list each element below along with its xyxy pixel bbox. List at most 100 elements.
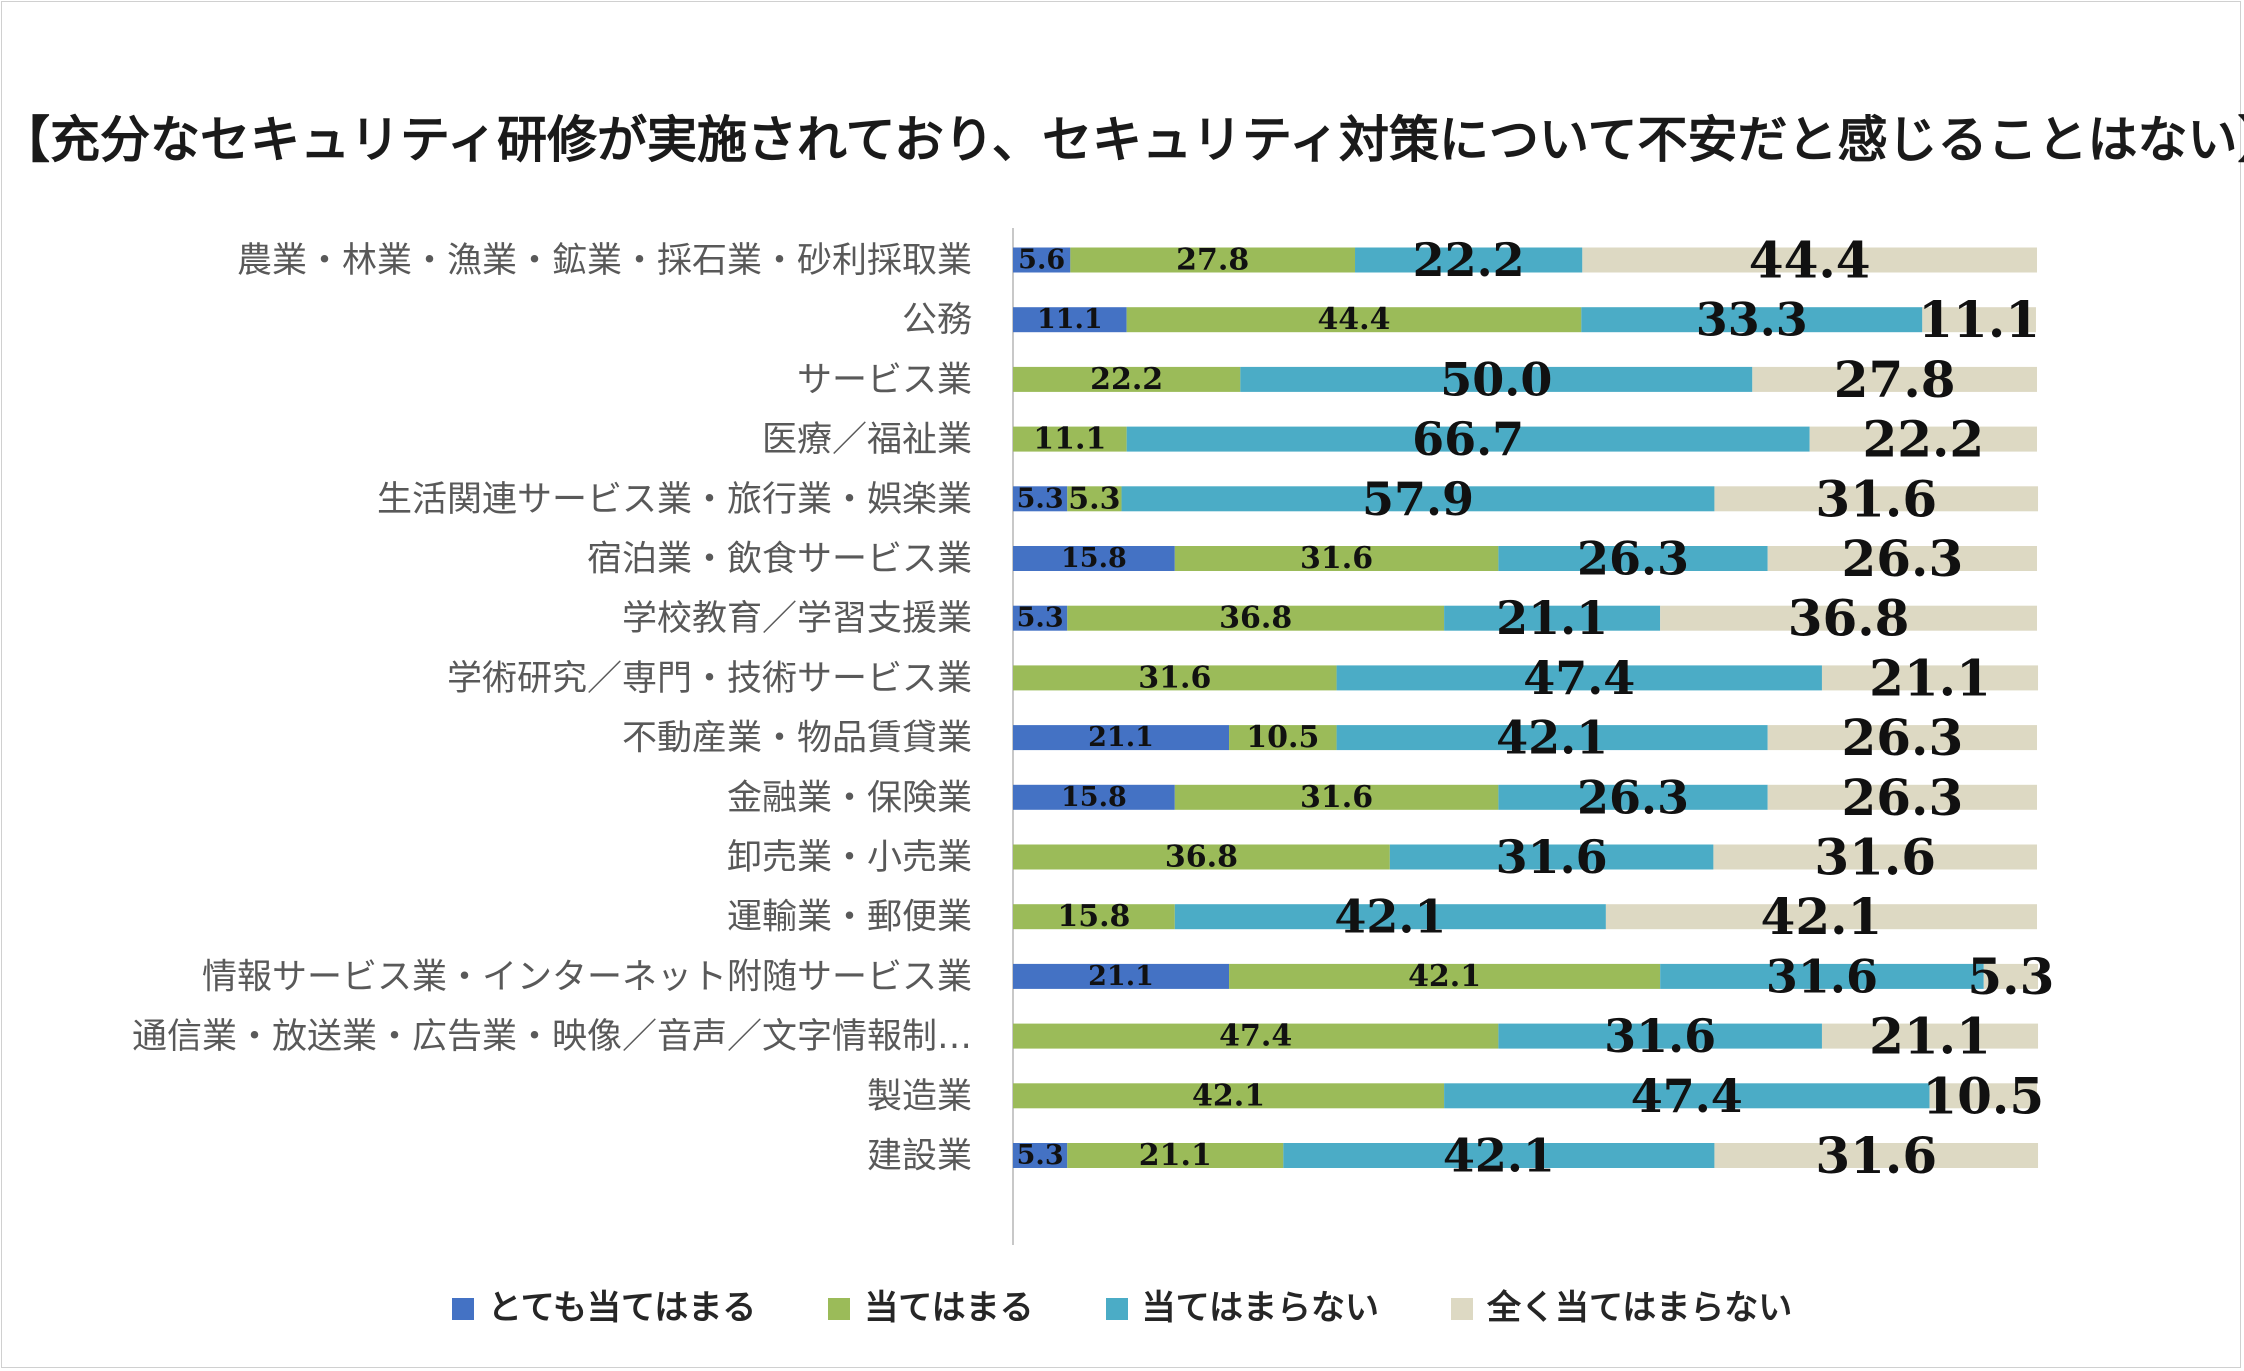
legend-swatch	[1450, 1298, 1473, 1320]
bar-segment	[1389, 844, 1714, 870]
bar-segment	[1240, 366, 1753, 392]
bar-segment	[1336, 665, 1822, 691]
bar-segment	[1126, 307, 1582, 333]
data-label: 21.1	[1496, 591, 1608, 645]
chart-title: 【充分なセキュリティ研修が実施されており、セキュリティ対策について不安だと感じる…	[0, 111, 2244, 169]
bar-segment	[1013, 784, 1175, 810]
data-label: 22.2	[1090, 362, 1163, 397]
bar-segment	[1013, 546, 1175, 571]
data-label: 31.6	[1138, 660, 1211, 695]
bar-segment	[1714, 486, 2039, 512]
legend-swatch	[1105, 1298, 1128, 1320]
legend-item: 当てはまらない	[1105, 1280, 1379, 1329]
bar-segment	[1922, 307, 2036, 333]
data-label: 42.1	[1761, 887, 1883, 946]
data-label: 21.1	[1869, 1007, 1991, 1066]
data-label: 5.6	[1018, 245, 1065, 276]
bar-segment	[1174, 546, 1499, 571]
data-label: 31.6	[1766, 949, 1878, 1003]
bar-segment	[1013, 605, 1068, 631]
bar-segment	[1498, 546, 1768, 571]
data-label: 5.3	[1068, 481, 1120, 516]
bar-segment	[1013, 1143, 1068, 1168]
data-label: 11.1	[1033, 422, 1106, 457]
bar-segment	[1605, 904, 2037, 930]
data-label: 57.9	[1362, 472, 1474, 526]
bar-segment	[1067, 605, 1445, 631]
data-label: 31.6	[1604, 1009, 1716, 1063]
legend-item: とても当てはまる	[451, 1280, 757, 1329]
data-label: 31.6	[1815, 1126, 1937, 1185]
data-label: 22.2	[1862, 410, 1984, 469]
legend-label: 当てはまる	[864, 1288, 1034, 1328]
legend-label: とても当てはまる	[487, 1288, 757, 1328]
data-label: 11.1	[1918, 290, 2040, 349]
data-label: 11.1	[1037, 304, 1103, 335]
legend-item: 当てはまる	[828, 1280, 1034, 1329]
bar-segment	[1013, 366, 1241, 392]
bar-segment	[1714, 1143, 2039, 1168]
data-label: 42.1	[1408, 959, 1481, 994]
bar-segment	[1582, 247, 2037, 273]
data-label: 47.4	[1523, 651, 1635, 705]
bar-segment	[1013, 307, 1127, 333]
bar-segment	[1336, 725, 1768, 751]
legend-swatch	[828, 1298, 851, 1320]
data-label: 15.8	[1061, 543, 1127, 574]
data-label: 26.3	[1577, 532, 1689, 586]
bar-segment	[1498, 1023, 1822, 1049]
bar-segment	[1067, 486, 1122, 512]
data-label: 42.1	[1496, 711, 1608, 765]
data-label: 31.6	[1815, 469, 1937, 528]
category-label: 卸売業・小売業	[727, 838, 972, 878]
category-label: 医療／福祉業	[762, 420, 972, 460]
data-label: 21.1	[1139, 1138, 1212, 1173]
bar-segment	[1067, 1143, 1284, 1168]
bar-segment	[1174, 904, 1606, 930]
bar-segment	[1013, 904, 1175, 930]
data-label: 26.3	[1841, 768, 1963, 827]
data-label: 21.1	[1088, 961, 1154, 992]
bar-segment	[1174, 784, 1499, 810]
data-label: 15.8	[1061, 782, 1127, 813]
data-label: 26.3	[1841, 708, 1963, 767]
bar-segment	[1013, 665, 1337, 691]
bar-segment	[1013, 486, 1068, 512]
data-label: 5.3	[1967, 947, 2054, 1006]
category-label: 生活関連サービス業・旅行業・娯楽業	[377, 480, 972, 520]
category-label: 公務	[902, 301, 972, 341]
data-label: 27.8	[1834, 350, 1956, 409]
bar-segment	[1013, 426, 1127, 452]
bar-segment	[1498, 784, 1768, 810]
bar-segment	[1013, 1083, 1445, 1109]
bar-segment	[1983, 963, 2039, 989]
bar-segment	[1713, 844, 2037, 870]
bar-segment	[1013, 844, 1390, 870]
category-label: 不動産業・物品賃貸業	[622, 719, 972, 759]
data-label: 21.1	[1088, 722, 1154, 753]
data-label: 33.3	[1696, 293, 1808, 347]
bar-segment	[1660, 963, 1984, 989]
data-label: 31.6	[1300, 780, 1373, 815]
bar-segment	[1444, 605, 1661, 631]
category-label: 製造業	[867, 1077, 972, 1117]
data-label: 42.1	[1192, 1078, 1265, 1113]
data-label: 42.1	[1443, 1129, 1555, 1183]
bar-segment	[1581, 307, 1923, 333]
category-label: 金融業・保険業	[727, 778, 972, 818]
data-label: 44.4	[1749, 231, 1871, 290]
category-label: 学術研究／専門・技術サービス業	[447, 659, 972, 699]
data-label: 47.4	[1631, 1069, 1743, 1123]
data-label: 15.8	[1057, 899, 1130, 934]
data-label: 26.3	[1841, 529, 1963, 588]
data-label: 21.1	[1869, 648, 1991, 707]
bar-segment	[1229, 963, 1661, 989]
data-label: 5.3	[1017, 483, 1064, 514]
data-label: 26.3	[1577, 770, 1689, 824]
data-label: 5.3	[1017, 1140, 1064, 1171]
bar-segment	[1821, 1023, 2039, 1049]
bar-segment	[1767, 725, 2037, 751]
bar-segment	[1013, 963, 1230, 989]
